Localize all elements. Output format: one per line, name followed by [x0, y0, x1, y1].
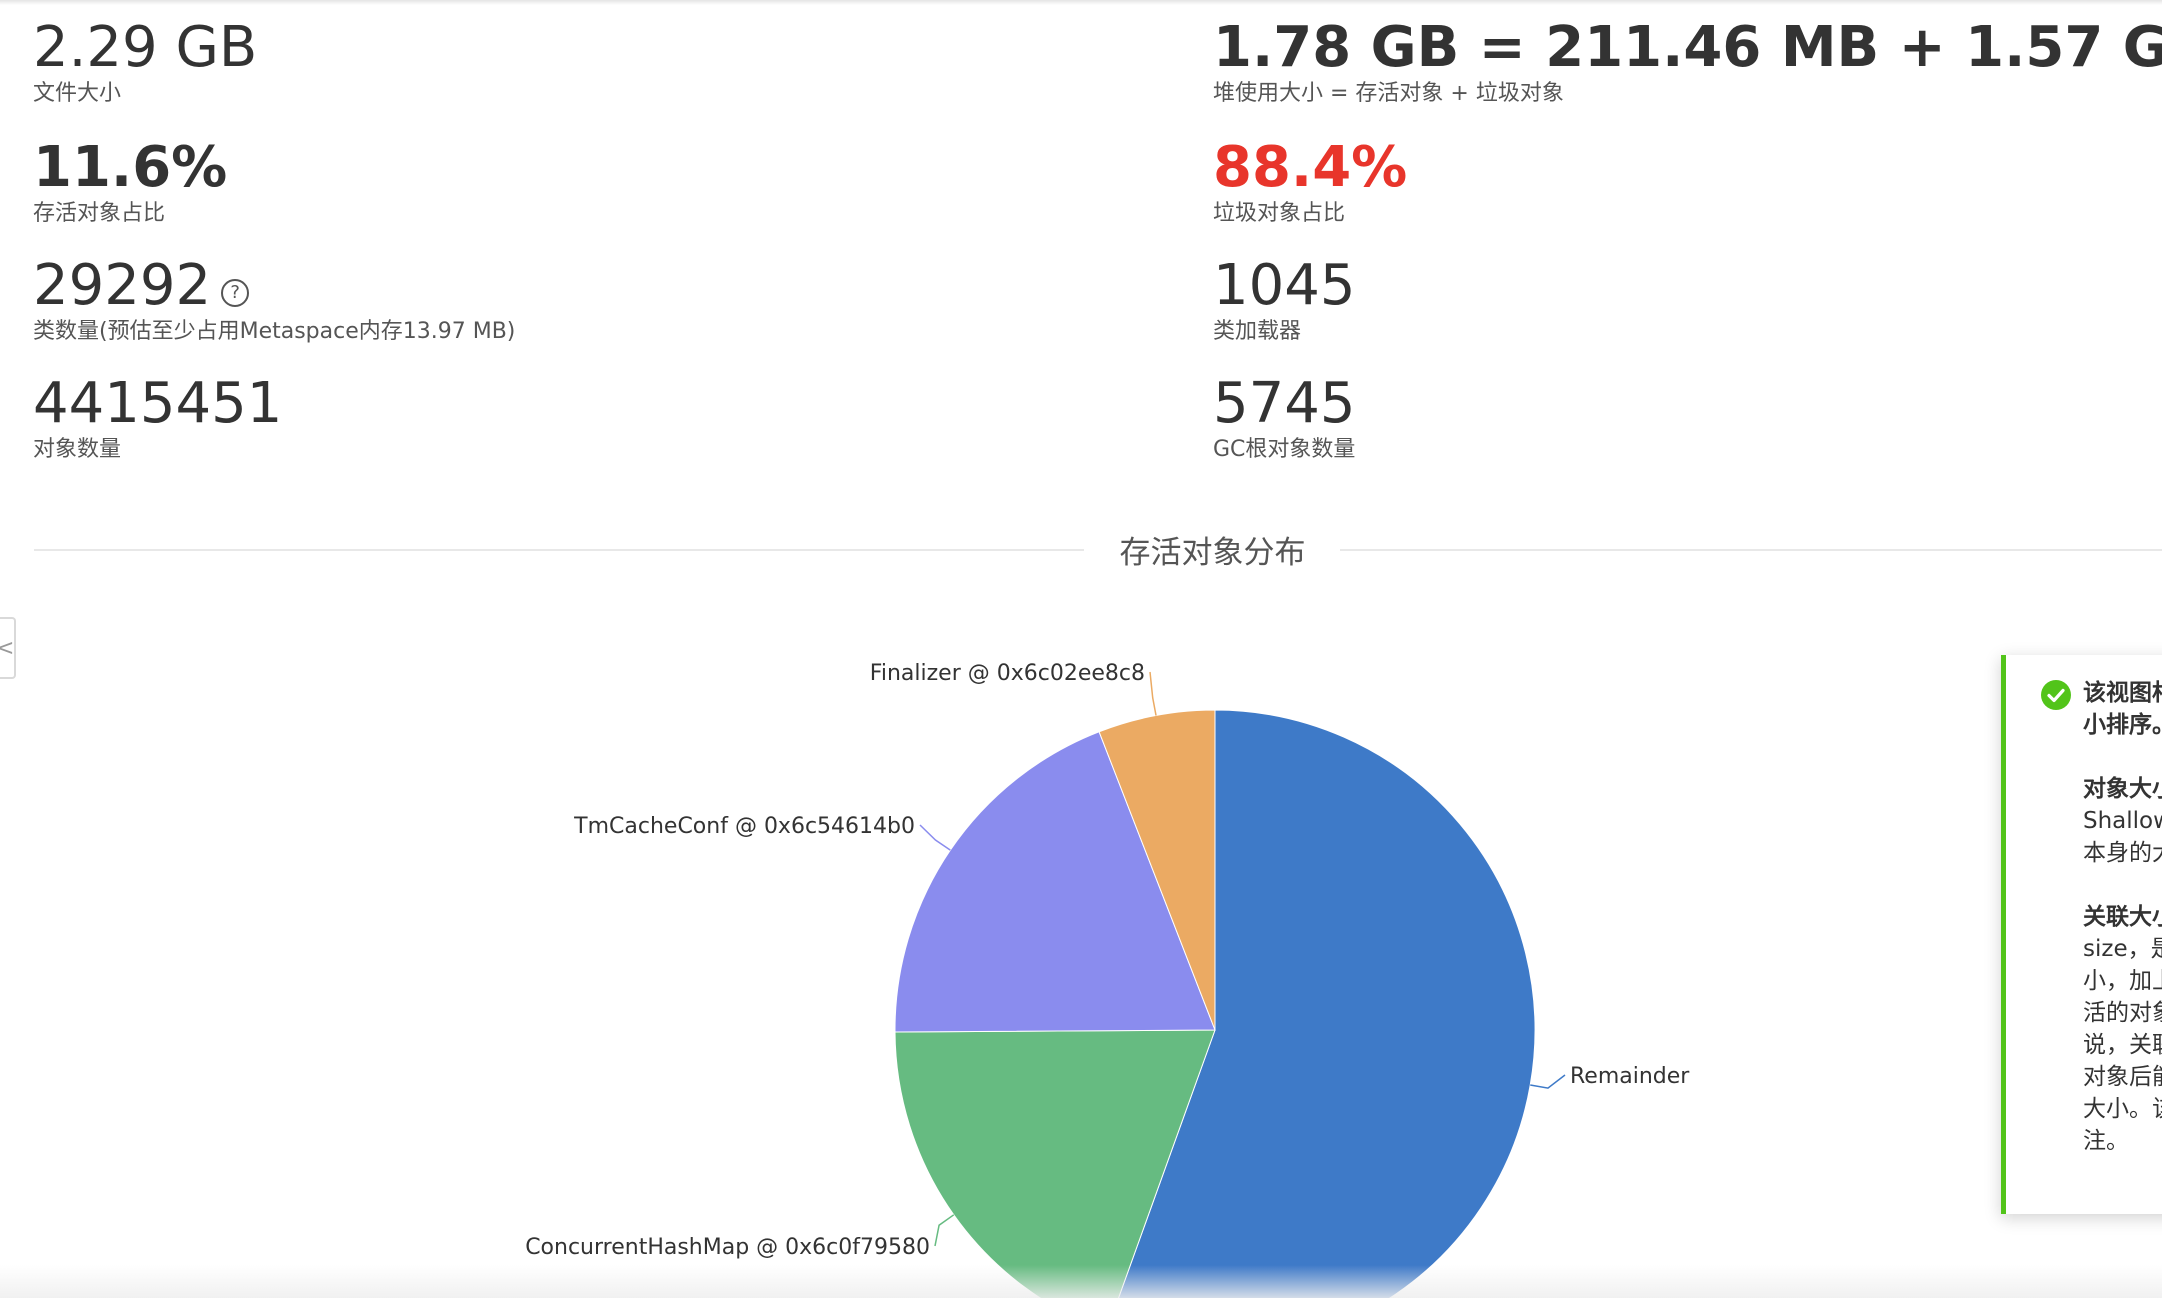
chevron-left-icon: < [0, 636, 15, 661]
object-count-value: 4415451 [33, 371, 283, 436]
classloader-count-value: 1045 [1213, 253, 1356, 318]
notification-line: 小，加上 [2083, 968, 2162, 994]
notification-line: Shallow [2083, 808, 2162, 834]
pie-label-line-finalizer [1149, 671, 1157, 716]
class-count-label: 类数量(预估至少占用Metaspace内存13.97 MB) [33, 319, 516, 344]
class-count-value: 29292 [33, 253, 212, 318]
pie-slice-remainder[interactable] [1107, 709, 1536, 1302]
notification-line [2083, 741, 2162, 773]
notification-line: 注。 [2083, 1128, 2129, 1154]
pie-label-remainder: Remainder [1570, 1064, 1690, 1089]
divider-line-right [1340, 549, 2162, 551]
notification-line: 活的对象 [2083, 1000, 2162, 1026]
notification-line: size，是 [2083, 936, 2162, 962]
heap-usage-value: 1.78 GB = 211.46 MB + 1.57 GB [1213, 15, 2162, 80]
notification-line: 本身的大 [2083, 840, 2162, 866]
object-count-label: 对象数量 [33, 437, 122, 462]
garbage-ratio-value: 88.4% [1213, 135, 1408, 200]
live-object-ratio-stat: 11.6% 存活对象占比 [33, 138, 227, 228]
notification-line: 该视图相 [2083, 680, 2162, 706]
class-count-stat: 29292? 类数量(预估至少占用Metaspace内存13.97 MB) [33, 256, 515, 346]
object-count-stat: 4415451 对象数量 [33, 374, 282, 464]
section-title: 存活对象分布 [1119, 535, 1306, 571]
notification-line: 关联大小 [2083, 904, 2162, 930]
divider-line-left [34, 549, 1084, 551]
check-circle-icon [2041, 680, 2071, 710]
pie-label-line-remainder [1530, 1074, 1566, 1089]
heap-usage-stat: 1.78 GB = 211.46 MB + 1.57 GB 堆使用大小 = 存活… [1213, 18, 2162, 108]
notification-line: 说，关联 [2083, 1032, 2162, 1058]
notification-line [2083, 869, 2162, 901]
notification-line: 小排序。 [2083, 712, 2162, 738]
classloader-count-stat: 1045 类加载器 [1213, 256, 1356, 346]
class-count-row: 29292? [33, 256, 515, 316]
gc-root-count-stat: 5745 GC根对象数量 [1213, 374, 1356, 464]
pie-label-finalizer: Finalizer @ 0x6c02ee8c8 [870, 661, 1145, 686]
classloader-count-label: 类加载器 [1213, 319, 1302, 344]
file-size-value: 2.29 GB [33, 15, 258, 80]
help-icon[interactable]: ? [221, 278, 250, 307]
side-panel-toggle[interactable]: < [0, 617, 16, 679]
pie-slice-concurrenthashmap[interactable] [894, 1029, 1216, 1302]
notification-text: 该视图相小排序。对象大小 Shallow 本身的大关联大小 size，是小，加上活的对… [2083, 677, 2162, 1157]
notification-line: 对象后能 [2083, 1064, 2162, 1090]
pie-label-line-tmcacheconf [919, 824, 951, 851]
info-notification: 该视图相小排序。对象大小 Shallow 本身的大关联大小 size，是小，加上活的对… [2001, 655, 2162, 1214]
gc-root-count-value: 5745 [1213, 371, 1356, 436]
notification-line: 大小。该 [2083, 1096, 2162, 1122]
file-size-label: 文件大小 [33, 81, 122, 106]
notification-line: 对象大小 [2083, 776, 2162, 802]
gc-root-count-label: GC根对象数量 [1213, 437, 1356, 462]
live-object-ratio-value: 11.6% [33, 135, 228, 200]
heap-usage-label: 堆使用大小 = 存活对象 + 垃圾对象 [1213, 81, 1564, 106]
live-object-ratio-label: 存活对象占比 [33, 201, 166, 226]
garbage-ratio-stat: 88.4% 垃圾对象占比 [1213, 138, 1407, 228]
top-shadow [0, 0, 2162, 5]
pie-label-concurrenthashmap: ConcurrentHashMap @ 0x6c0f79580 [525, 1235, 930, 1260]
file-size-stat: 2.29 GB 文件大小 [33, 18, 257, 108]
pie-label-tmcacheconf: TmCacheConf @ 0x6c54614b0 [573, 814, 915, 839]
garbage-ratio-label: 垃圾对象占比 [1213, 201, 1346, 226]
pie-label-line-concurrenthashmap [934, 1214, 955, 1247]
